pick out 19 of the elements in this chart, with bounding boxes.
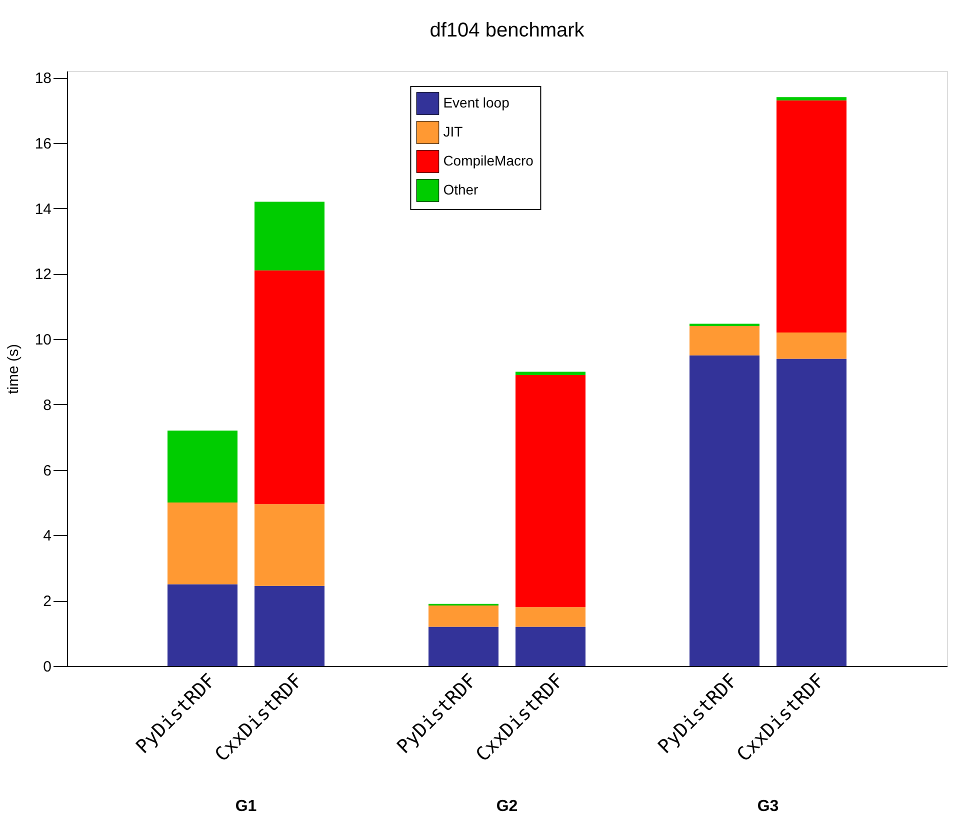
legend-label: JIT bbox=[443, 124, 464, 140]
text: G1 bbox=[235, 798, 257, 815]
chart-title: df104 benchmark bbox=[430, 20, 586, 42]
text: G2 bbox=[496, 798, 518, 815]
y-tick-label: 12 bbox=[34, 266, 52, 284]
y-tick-label: 6 bbox=[43, 462, 52, 480]
y-tick-label: 16 bbox=[34, 135, 52, 152]
y-tick-label: 2 bbox=[43, 593, 52, 610]
y-tick-label: 18 bbox=[34, 70, 52, 88]
text: G3 bbox=[757, 798, 779, 815]
legend-label: Event loop bbox=[443, 94, 510, 110]
legend-label: CompileMacro bbox=[443, 152, 534, 168]
legend-label: Other bbox=[443, 182, 479, 198]
y-tick-label: 8 bbox=[43, 396, 52, 414]
y-tick-label: 4 bbox=[43, 528, 52, 545]
y-tick-label: 14 bbox=[34, 200, 52, 218]
y-tick-label: 0 bbox=[43, 658, 52, 676]
y-axis-title: time (s) bbox=[4, 344, 22, 394]
y-tick-label: 10 bbox=[34, 332, 52, 349]
